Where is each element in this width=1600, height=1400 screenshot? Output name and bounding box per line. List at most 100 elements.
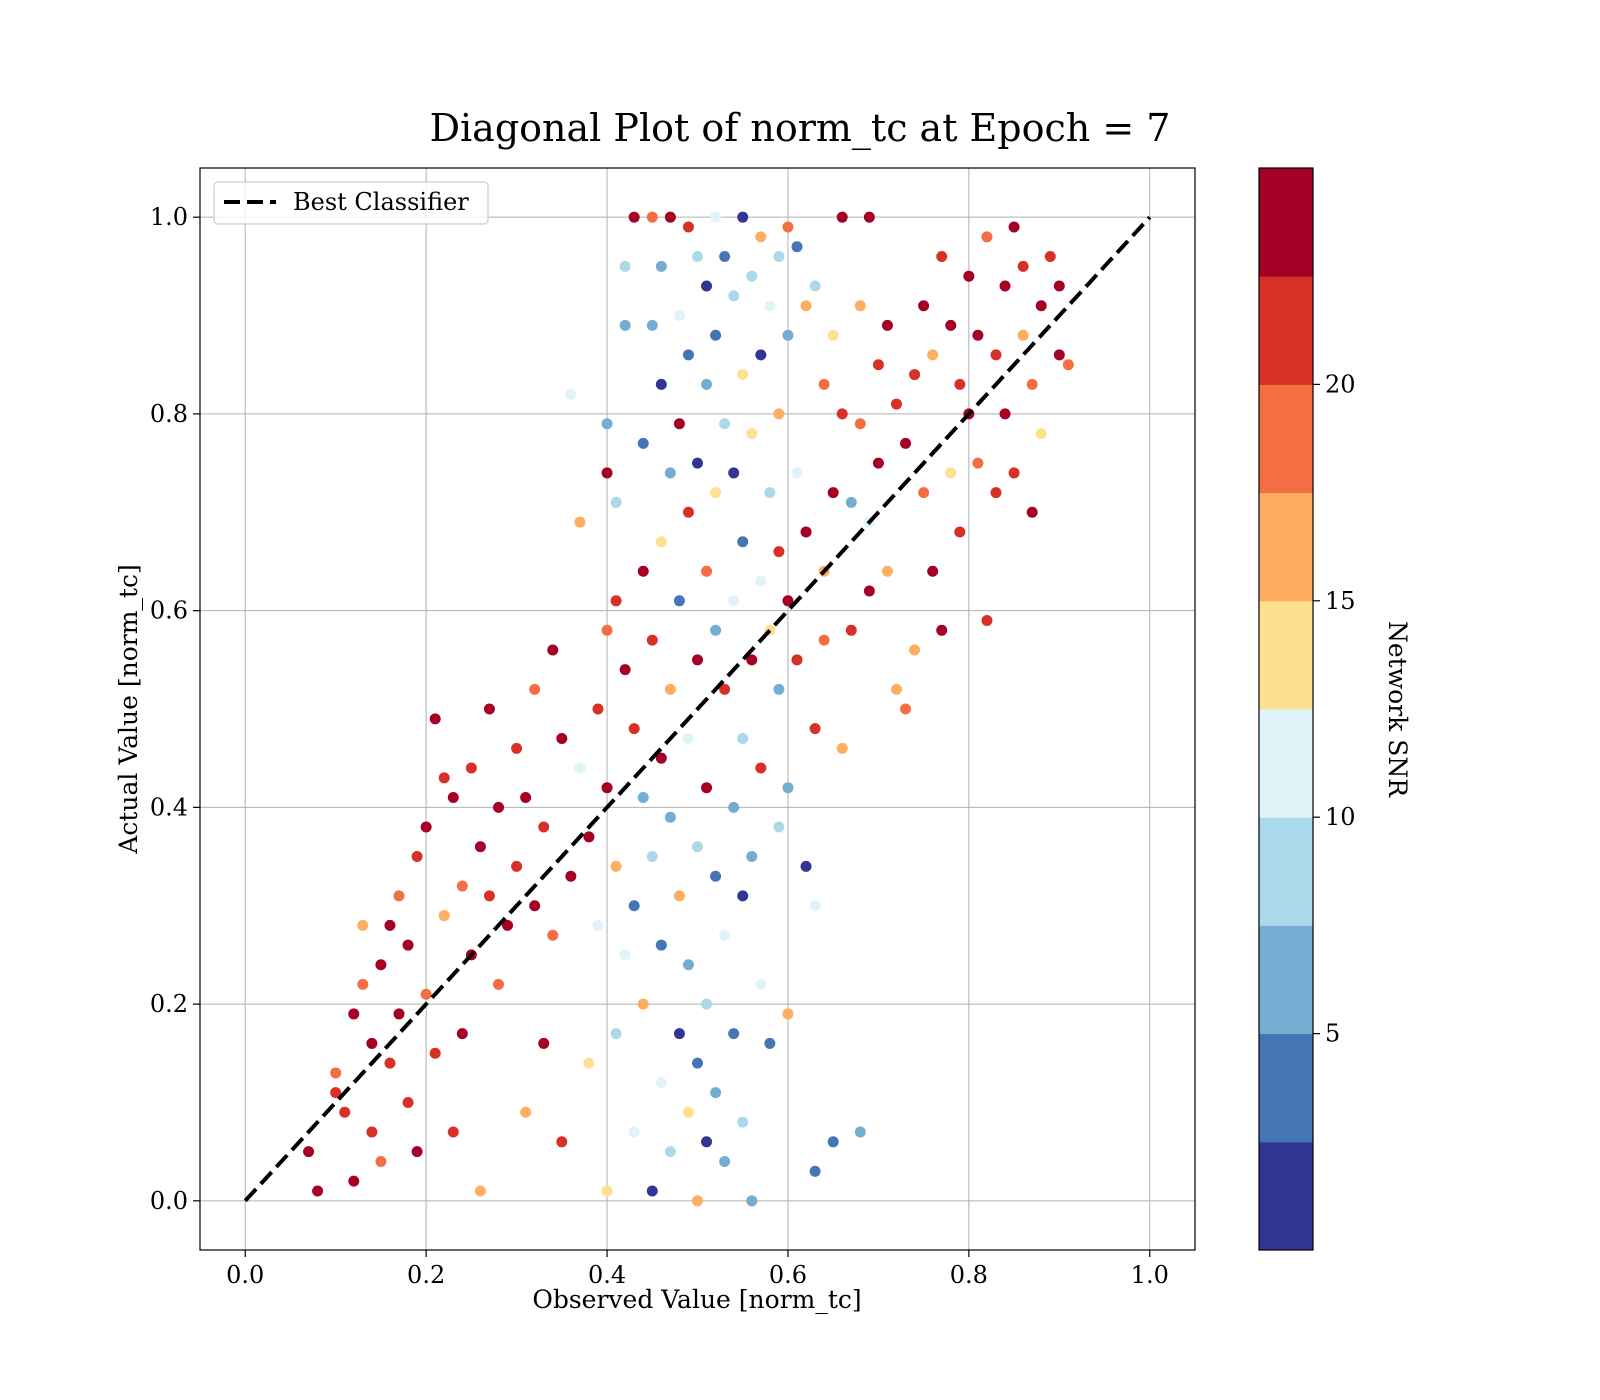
data-point-111 (692, 841, 703, 853)
data-point-39 (502, 919, 514, 931)
x-tick-label-4: 0.8 (950, 1261, 988, 1289)
data-point-15 (393, 890, 405, 902)
y-axis-ticks: 0.0 0.2 0.4 0.6 0.8 1.0 (150, 203, 200, 1215)
data-point-23 (429, 1047, 441, 1059)
data-point-113 (692, 1195, 703, 1207)
y-tick-label-5: 1.0 (150, 203, 188, 231)
data-point-164 (782, 782, 794, 794)
data-point-33 (474, 841, 486, 853)
data-point-71 (619, 664, 631, 676)
data-point-5 (348, 1175, 360, 1187)
data-point-151 (755, 978, 767, 990)
data-point-26 (438, 910, 450, 922)
colorbar-band-4 (1259, 709, 1313, 818)
data-point-143 (746, 428, 758, 440)
data-point-93 (664, 467, 676, 479)
data-point-80 (637, 998, 649, 1010)
data-point-162 (782, 329, 794, 341)
data-point-205 (927, 349, 939, 361)
data-point-65 (610, 496, 622, 508)
data-point-29 (456, 880, 468, 892)
data-point-59 (592, 919, 604, 931)
data-point-68 (610, 1028, 622, 1040)
data-point-58 (592, 703, 604, 715)
data-point-72 (619, 949, 631, 961)
y-tick-label-0: 0.0 (150, 1187, 188, 1215)
data-point-81 (646, 319, 658, 331)
data-point-153 (764, 487, 776, 499)
data-point-112 (692, 1057, 703, 1069)
data-point-74 (628, 723, 640, 735)
data-point-156 (773, 251, 785, 263)
data-point-73 (628, 211, 640, 223)
data-point-198 (891, 683, 902, 695)
data-point-52 (565, 870, 577, 882)
data-point-31 (465, 762, 477, 774)
data-point-47 (538, 821, 550, 833)
data-point-171 (800, 860, 812, 872)
legend-entry-best-classifier: Best Classifier (293, 188, 469, 216)
data-point-102 (682, 221, 694, 233)
data-point-227 (1026, 506, 1038, 518)
data-point-142 (746, 270, 758, 282)
data-point-41 (511, 860, 523, 872)
data-point-69 (619, 260, 631, 272)
data-point-220 (990, 487, 1002, 499)
data-point-104 (682, 506, 694, 518)
data-point-87 (655, 260, 667, 272)
y-axis-label: Actual Value [norm_tc] (114, 564, 143, 854)
colorbar-band-1 (1259, 1033, 1313, 1143)
x-axis-ticks: 0.0 0.2 0.4 0.6 0.8 1.0 (226, 1250, 1169, 1289)
data-point-172 (809, 280, 821, 292)
colorbar: 5 10 15 20 Network SNR (1258, 167, 1412, 1251)
data-point-183 (836, 408, 848, 420)
data-point-146 (746, 1195, 758, 1207)
data-point-99 (673, 595, 685, 607)
data-point-132 (728, 467, 740, 479)
data-point-18 (402, 939, 414, 951)
data-point-79 (637, 792, 649, 804)
data-point-84 (646, 851, 658, 863)
data-point-116 (701, 565, 713, 577)
data-point-45 (529, 683, 541, 695)
data-point-169 (800, 300, 812, 312)
data-point-184 (836, 742, 848, 754)
data-point-134 (728, 801, 740, 813)
data-point-174 (809, 900, 821, 912)
data-point-139 (737, 733, 749, 745)
colorbar-band-9 (1259, 168, 1313, 277)
data-point-2 (330, 1087, 342, 1099)
data-point-43 (520, 792, 532, 804)
data-point-135 (728, 1028, 740, 1040)
data-point-140 (737, 890, 749, 902)
data-point-70 (619, 319, 631, 331)
data-point-3 (330, 1067, 342, 1079)
y-tick-label-1: 0.2 (150, 990, 188, 1018)
data-point-30 (456, 1028, 468, 1040)
data-point-122 (710, 487, 722, 499)
legend: Best Classifier (213, 181, 489, 225)
data-point-167 (791, 467, 803, 479)
data-point-144 (746, 654, 758, 666)
colorbar-label: Network SNR (1383, 621, 1412, 798)
data-point-34 (474, 1185, 486, 1197)
data-point-119 (701, 1136, 713, 1148)
colorbar-band-7 (1259, 384, 1313, 494)
data-point-224 (1008, 467, 1020, 479)
data-point-20 (411, 1146, 423, 1158)
data-point-106 (682, 959, 694, 971)
data-point-17 (402, 1096, 414, 1108)
data-point-42 (520, 1106, 532, 1118)
data-point-201 (909, 369, 921, 381)
data-point-157 (773, 408, 785, 420)
data-point-10 (366, 1126, 378, 1138)
data-point-231 (1044, 251, 1056, 263)
data-point-50 (556, 733, 568, 745)
data-point-207 (936, 624, 948, 636)
data-point-181 (827, 1136, 839, 1148)
data-point-35 (483, 703, 495, 715)
data-point-213 (963, 270, 975, 282)
data-point-98 (673, 418, 685, 430)
data-point-149 (755, 575, 767, 587)
